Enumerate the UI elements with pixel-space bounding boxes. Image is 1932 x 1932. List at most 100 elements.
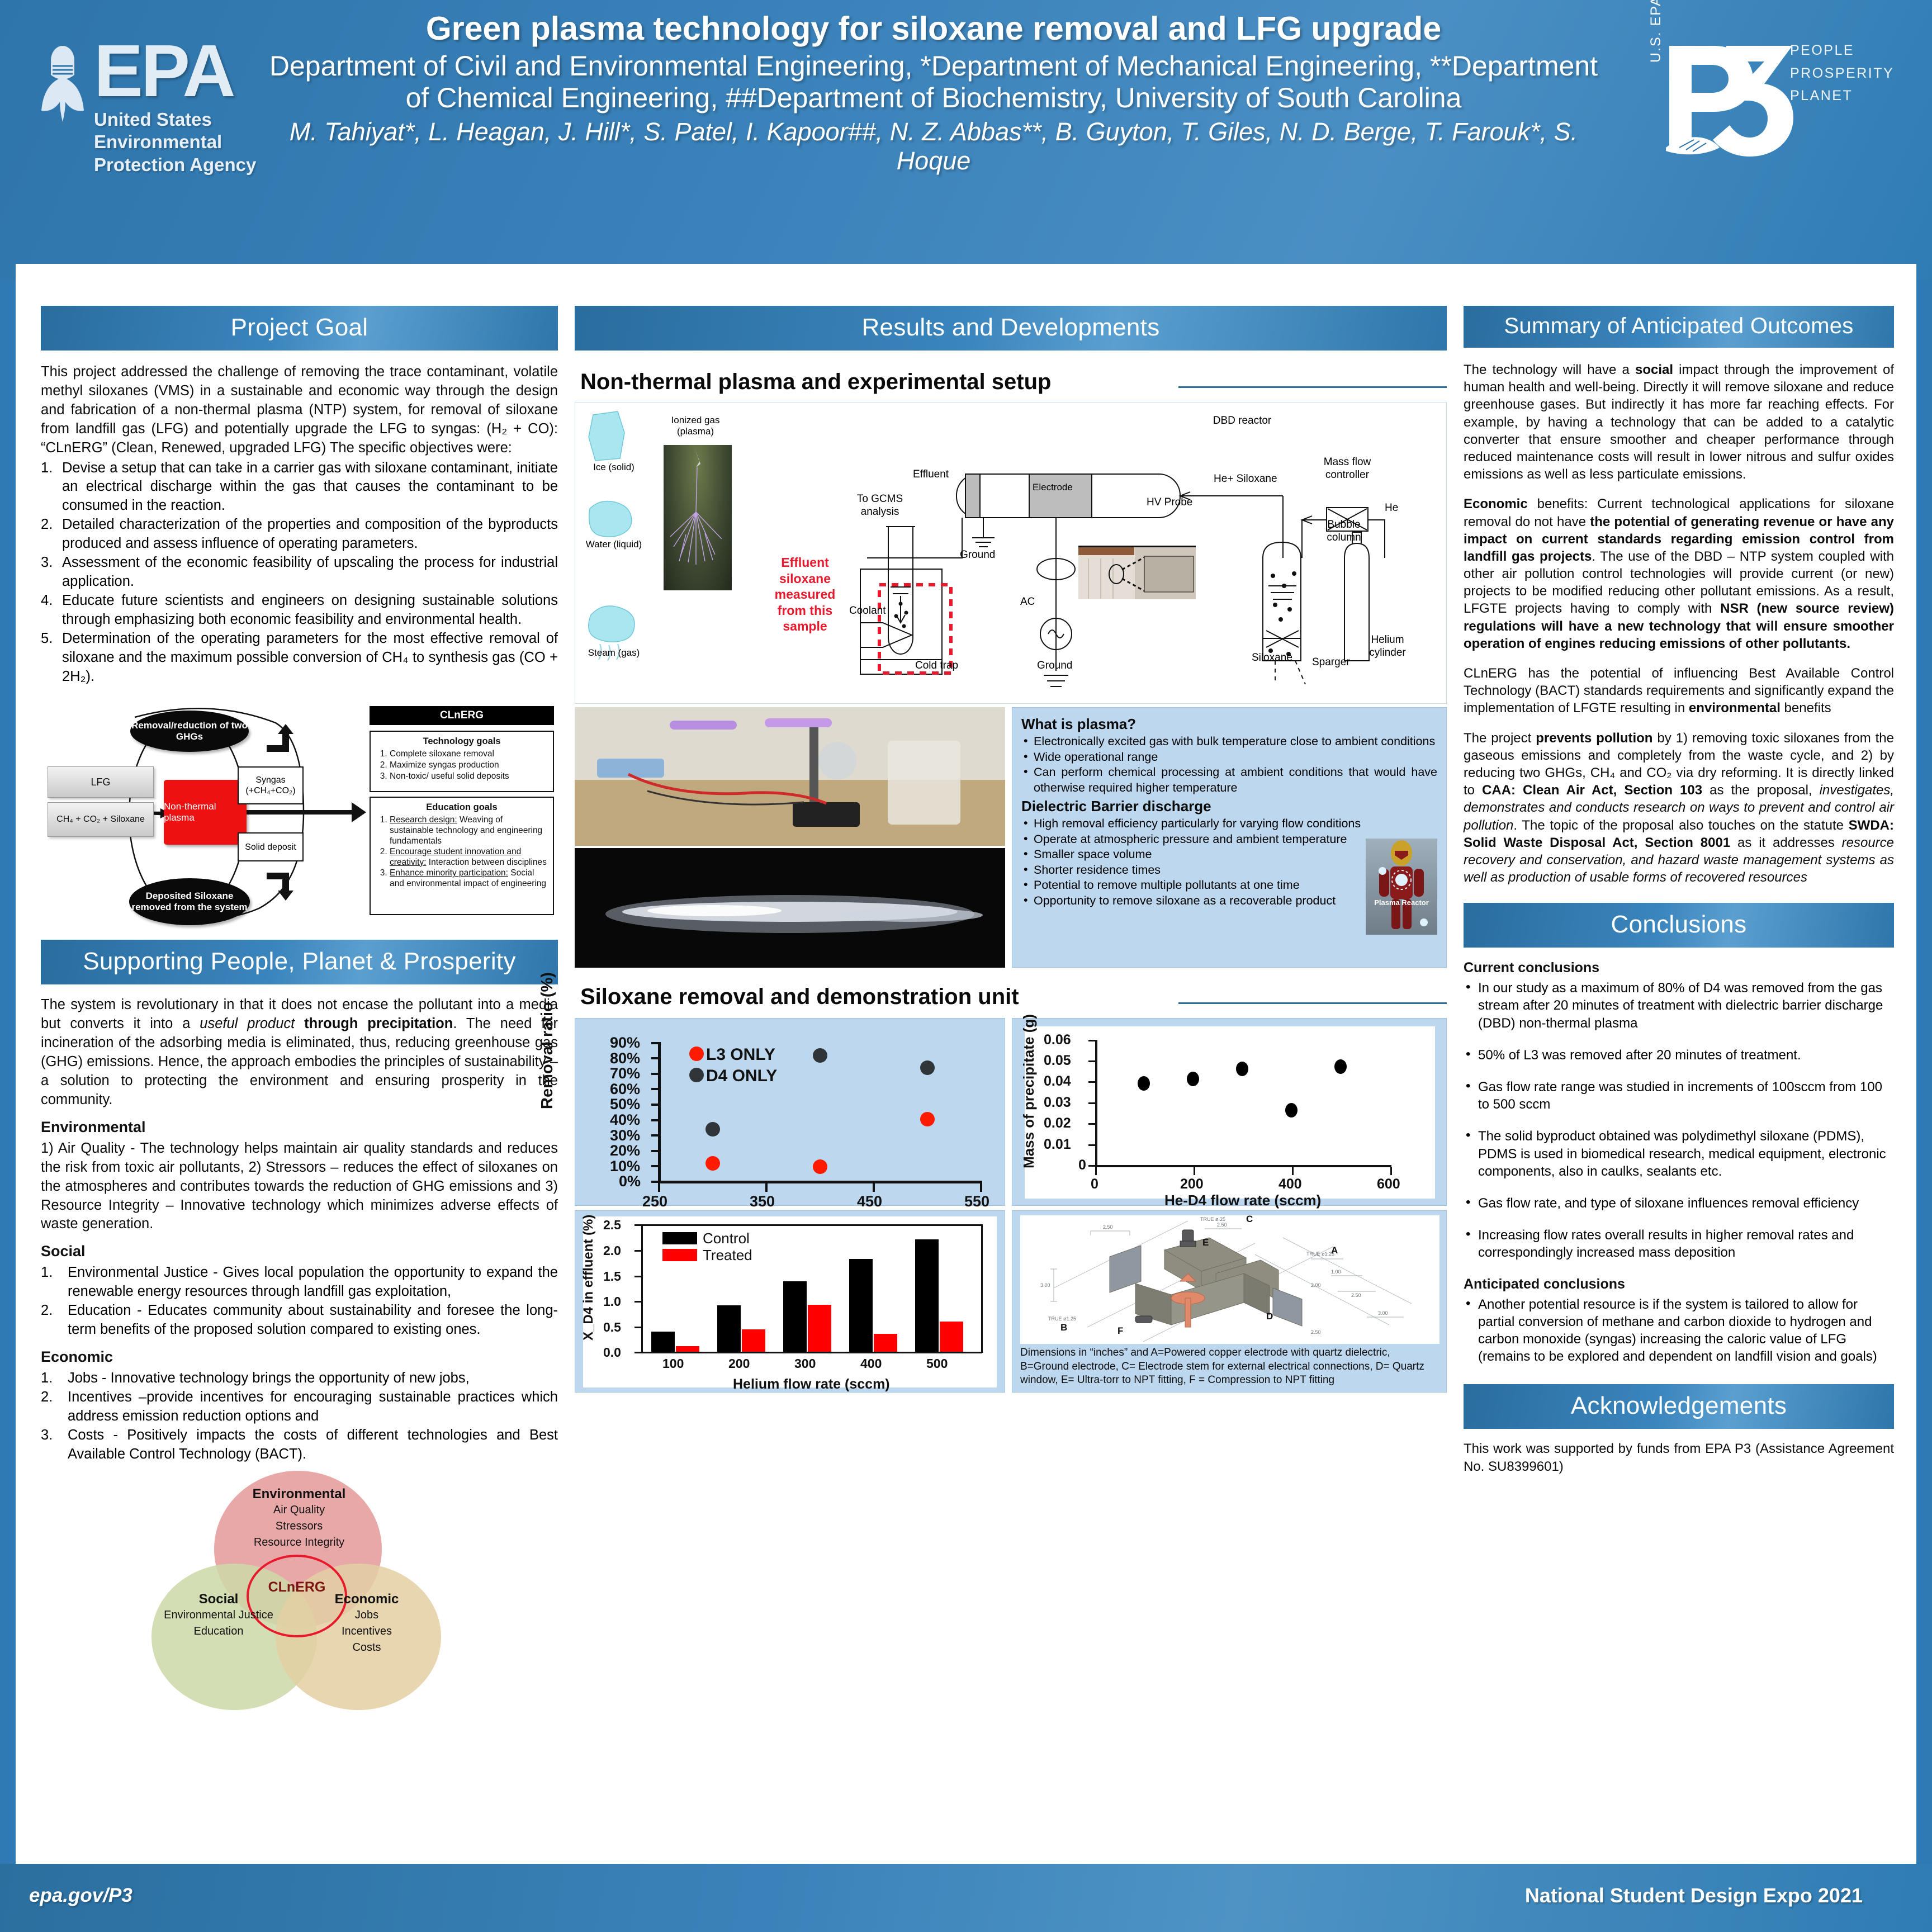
current-conclusions-head: Current conclusions	[1464, 960, 1600, 976]
affiliation-text: Department of Civil and Environmental En…	[269, 50, 1598, 113]
venn-item: Environmental Justice	[164, 1608, 273, 1621]
input-lfg: LFG	[48, 766, 154, 798]
legend-swatch-control	[662, 1232, 697, 1244]
clnerg-panel-title: CLnERG	[370, 706, 554, 726]
venn-label-social: Social	[198, 1591, 239, 1607]
list-item: High removal efficiency particularly for…	[1021, 816, 1437, 832]
list-item: Detailed characterization of the propert…	[41, 515, 558, 552]
x-tick-label: 250	[642, 1193, 668, 1210]
label-steam-gas: Steam (gas)	[588, 647, 640, 658]
label-to-gcms: To GCMS analysis	[856, 493, 903, 518]
list-item: Complete siloxane removal	[390, 749, 547, 760]
y-tick	[651, 1042, 659, 1044]
what-is-plasma-heading: What is plasma?	[1021, 716, 1137, 732]
list-item: Jobs - Innovative technology brings the …	[41, 1369, 470, 1388]
svg-text:3.00: 3.00	[1040, 1282, 1050, 1288]
list-item: Incentives –provide incentives for encou…	[41, 1388, 558, 1424]
bar-control-400	[849, 1259, 873, 1352]
venn-label-economic: Economic	[334, 1591, 399, 1607]
y-tick-label: 0.04	[1044, 1073, 1071, 1089]
data-point-l3-500	[920, 1112, 935, 1126]
bar-treated-400	[874, 1334, 897, 1352]
list-item: Opportunity to remove siloxane as a reco…	[1021, 893, 1437, 909]
right-column: Summary of Anticipated Outcomes The tech…	[1464, 306, 1894, 1476]
data-point-d4-400	[813, 1048, 827, 1063]
list-item: Research design: Weaving of sustainable …	[390, 815, 547, 846]
x-tick	[1390, 1167, 1392, 1175]
bar-treated-100	[676, 1346, 699, 1352]
venn-social-group: Social Environmental Justice Education	[153, 1592, 285, 1640]
svg-text:TRUE ø.25: TRUE ø.25	[1200, 1216, 1225, 1222]
data-point-l3-400	[813, 1159, 827, 1174]
input-gas-mixture: CH₄ + CO₂ + Siloxane	[48, 802, 154, 837]
dbd-list: High removal efficiency particularly for…	[1021, 816, 1437, 908]
label-siloxane: Siloxane	[1252, 652, 1292, 664]
svg-text:TRUE ø1.25: TRUE ø1.25	[1306, 1251, 1334, 1257]
label-electrode: Electrode	[1033, 482, 1073, 493]
y-tick	[634, 1276, 642, 1277]
list-item: Potential to remove multiple pollutants …	[1021, 877, 1437, 893]
discharge-glow-icon	[605, 895, 983, 933]
footer-url[interactable]: epa.gov/P3	[29, 1884, 132, 1906]
y-tick-label: 0	[1078, 1157, 1086, 1173]
y-tick	[651, 1073, 659, 1075]
legend-label-l3: L3 ONLY	[706, 1045, 775, 1064]
p3-tagline: PEOPLE PROSPERITY PLANET	[1790, 42, 1895, 103]
y-tick	[634, 1250, 642, 1252]
legend-label-d4: D4 ONLY	[706, 1067, 778, 1085]
left-column: Project Goal This project addressed the …	[41, 306, 558, 1710]
x-axis-label: He-D4 flow rate (sccm)	[1164, 1192, 1322, 1209]
x-axis-label: Helium flow rate (sccm)	[733, 1376, 890, 1392]
bar-treated-200	[742, 1329, 765, 1352]
legend-swatch-l3	[689, 1046, 704, 1061]
ppp-environmental-text: 1) Air Quality - The technology helps ma…	[41, 1140, 558, 1232]
unit-label-e: E	[1202, 1237, 1209, 1248]
list-item: The solid byproduct obtained was polydim…	[1464, 1126, 1894, 1180]
svg-text:3.00: 3.00	[1378, 1310, 1388, 1316]
title-block: Green plasma technology for siloxane rem…	[263, 6, 1604, 176]
states-of-matter-icons	[588, 411, 635, 661]
summary-paragraph-2: Economic benefits: Current technological…	[1464, 496, 1895, 651]
bar-control-200	[717, 1305, 741, 1352]
list-item: Non-toxic/ useful solid deposits	[390, 771, 547, 782]
p3-mark-icon	[1666, 46, 1793, 157]
y-tick	[1088, 1102, 1096, 1104]
label-ground-2: Ground	[1037, 660, 1073, 671]
y-tick	[634, 1224, 642, 1226]
y-tick	[651, 1119, 659, 1121]
list-item: Gas flow rate, and type of siloxane infl…	[1464, 1194, 1894, 1212]
list-item: Shorter residence times	[1021, 862, 1437, 878]
label-coolant: Coolant	[849, 605, 886, 617]
legend-label-control: Control	[703, 1230, 750, 1247]
y-tick-label: 40%	[610, 1111, 641, 1128]
summary-paragraph-1: The technology will have a social impact…	[1464, 362, 1894, 482]
x-axis	[641, 1352, 982, 1353]
svg-text:2.00: 2.00	[1311, 1282, 1321, 1288]
subsection-title-unit: Siloxane removal and demonstration unit	[580, 984, 1019, 1009]
epa-agency-name: United States Environmental Protection A…	[94, 109, 257, 175]
list-item: Enhance minority participation: Social a…	[390, 868, 547, 889]
list-item: Gas flow rate range was studied in incre…	[1464, 1077, 1894, 1113]
svg-text:2.50: 2.50	[1217, 1222, 1227, 1228]
x-tick	[1194, 1167, 1195, 1175]
x-tick-label: 400	[1278, 1176, 1302, 1192]
list-item: Environmental Justice - Gives local popu…	[41, 1263, 558, 1300]
callout-effluent-siloxane: Effluent siloxane measured from this sam…	[774, 555, 836, 634]
svg-text:TRUE ø1.25: TRUE ø1.25	[1048, 1316, 1076, 1322]
x-axis	[1095, 1165, 1391, 1167]
y-tick	[1088, 1040, 1096, 1041]
bar-treated-300	[808, 1305, 831, 1352]
photos-and-plasma-info-row: What is plasma? Electronically excited g…	[575, 707, 1447, 970]
edu-goal-text: Weaving of sustainable technology and en…	[390, 815, 543, 846]
y-tick	[1088, 1165, 1096, 1167]
ppp-social-head: Social	[41, 1243, 86, 1260]
plasma-reactor-mascot-photo: Plasma Reactor	[1366, 839, 1437, 935]
footer-event: National Student Design Expo 2021	[1524, 1884, 1863, 1907]
section-header-project-goal: Project Goal	[41, 306, 558, 351]
y-tick-label: 0.02	[1044, 1115, 1071, 1131]
plasma-info-box: What is plasma? Electronically excited g…	[1012, 707, 1447, 968]
project-goal-intro: This project addressed the challenge of …	[41, 364, 558, 456]
anticipated-conclusions-list: Another potential resource is if the sys…	[1464, 1295, 1894, 1366]
edu-goal-key: Enhance minority participation:	[390, 868, 508, 878]
y-tick-label: 1.5	[603, 1269, 621, 1284]
